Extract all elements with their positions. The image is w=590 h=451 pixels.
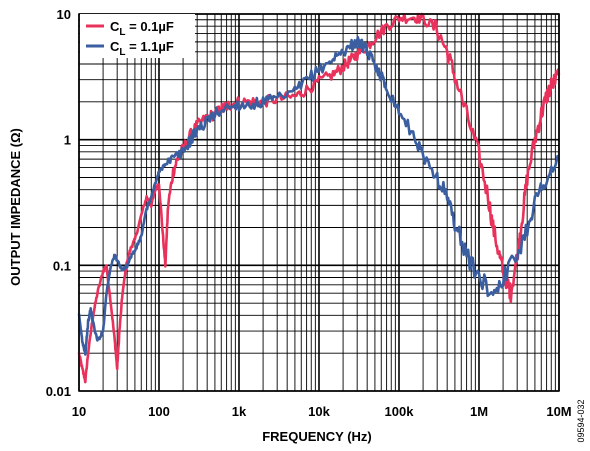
x-tick-labels: 10 100 1k 10k 100k 1M 10M xyxy=(72,404,572,419)
y-tick-label: 0.1 xyxy=(53,258,71,273)
legend-label-0-1uF: CL = 0.1µF xyxy=(110,19,174,38)
legend-box xyxy=(80,14,195,58)
y-tick-label: 0.01 xyxy=(46,384,71,399)
x-tick-label: 10 xyxy=(72,404,86,419)
x-tick-label: 10M xyxy=(546,404,571,419)
x-tick-label: 1M xyxy=(470,404,488,419)
series-line-1 xyxy=(77,35,561,356)
y-axis-title: OUTPUT IMPEDANCE (Ω) xyxy=(8,128,23,286)
figure-id-label: 09594-032 xyxy=(576,399,586,442)
x-tick-label: 1k xyxy=(232,404,247,419)
x-tick-label: 100k xyxy=(385,404,415,419)
legend: CL = 0.1µF CL = 1.1µF xyxy=(80,14,195,58)
x-axis-title: FREQUENCY (Hz) xyxy=(262,429,372,444)
legend-label-1-1uF: CL = 1.1µF xyxy=(110,39,174,58)
x-tick-label: 10k xyxy=(308,404,330,419)
series-layer xyxy=(77,12,561,384)
y-tick-label: 1 xyxy=(64,133,71,148)
series-line-0 xyxy=(77,12,561,384)
y-tick-labels: 0.01 0.1 1 10 xyxy=(46,7,71,399)
x-tick-label: 100 xyxy=(148,404,170,419)
plot-frame xyxy=(78,13,560,392)
y-tick-label: 10 xyxy=(57,7,71,22)
